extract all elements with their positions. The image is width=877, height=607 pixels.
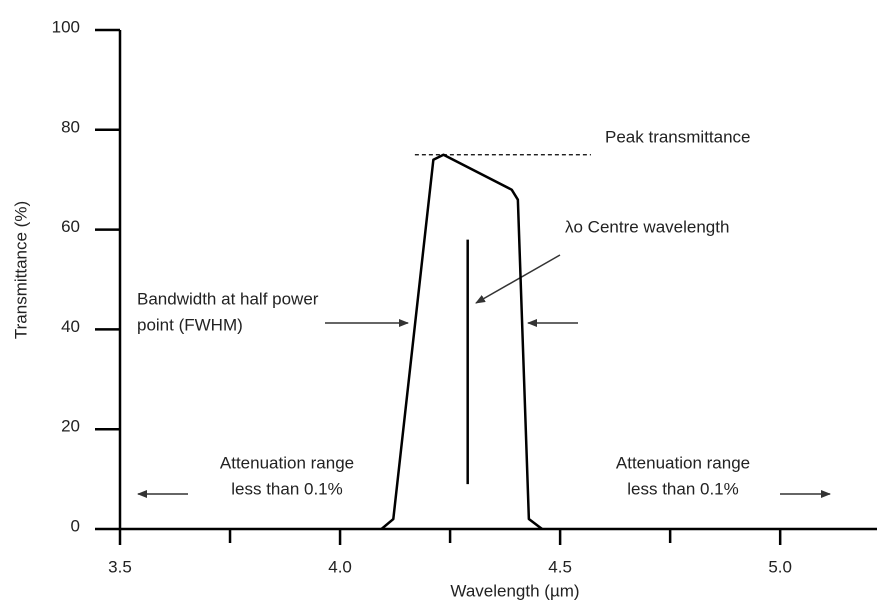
arrow: [475, 254, 561, 304]
y-tick-label: 100: [52, 17, 80, 36]
annotation: Peak transmittance: [605, 127, 751, 146]
x-tick-label: 4.0: [328, 557, 352, 576]
y-tick-label: 80: [61, 117, 80, 136]
x-tick-label: 5.0: [768, 557, 792, 576]
x-axis-label: Wavelength (µm): [450, 581, 579, 600]
annotation: point (FWHM): [137, 315, 243, 334]
annotation: λo Centre wavelength: [565, 217, 729, 236]
y-tick-label: 60: [61, 217, 80, 236]
curve: [380, 153, 543, 530]
y-tick-label: 0: [71, 516, 80, 535]
x-tick-label: 4.5: [548, 557, 572, 576]
y-tick-label: 20: [61, 417, 80, 436]
annotation: Bandwidth at half power: [137, 289, 319, 308]
y-tick-label: 40: [61, 317, 80, 336]
annotation: Attenuation range: [616, 453, 750, 472]
annotation: Attenuation range: [220, 453, 354, 472]
annotation: less than 0.1%: [231, 479, 343, 498]
annotation: less than 0.1%: [627, 479, 739, 498]
x-tick-label: 3.5: [108, 557, 132, 576]
y-axis-label: Transmittance (%): [11, 201, 30, 339]
